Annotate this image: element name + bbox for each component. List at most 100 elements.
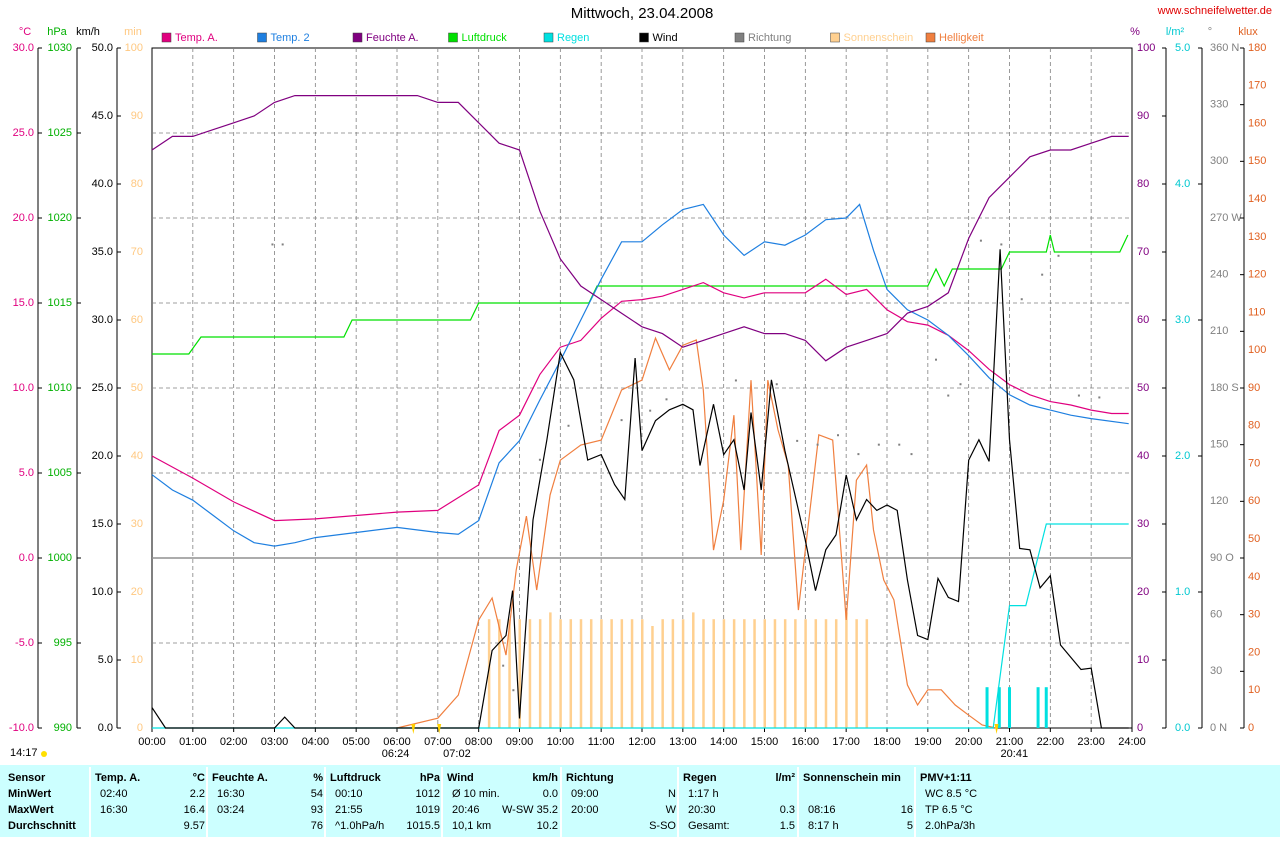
y-tick-label: 160: [1248, 117, 1266, 129]
x-tick-label: 23:00: [1077, 736, 1105, 748]
y-tick-label: 360 N: [1210, 42, 1239, 54]
y-tick-label: 25.0: [92, 382, 113, 394]
sunshine-bar: [743, 619, 746, 728]
direction-dot: [837, 434, 839, 437]
direction-dot: [877, 443, 880, 446]
direction-dot: [281, 243, 284, 246]
stats-cell: 20:30: [688, 804, 716, 816]
rain-bar: [1044, 687, 1048, 728]
stats-cell: 10.2: [537, 820, 558, 832]
stats-cell: Gesamt:: [688, 820, 730, 832]
legend-swatch: [257, 32, 267, 43]
direction-dot: [567, 424, 570, 427]
stats-cell: 54: [311, 788, 323, 800]
y-tick-label: 0.0: [98, 722, 113, 734]
sunshine-bar: [569, 619, 573, 728]
stats-cell: 20:00: [571, 804, 599, 816]
x-tick-label: 03:00: [261, 736, 289, 748]
y-tick-label: 20.0: [13, 212, 34, 224]
y-tick-label: 210: [1210, 325, 1228, 337]
stats-row-label: Sensor: [8, 772, 46, 784]
x-tick-label: 18:00: [873, 736, 901, 748]
sunshine-bar: [630, 619, 634, 728]
y-tick-label: 45.0: [92, 110, 113, 122]
x-tick-label: 17:00: [832, 736, 860, 748]
x-tick-label: 22:00: [1037, 736, 1065, 748]
direction-dot: [512, 689, 515, 692]
stats-header: Wind: [447, 772, 474, 784]
legend-swatch: [543, 32, 554, 43]
legend-label: Luftdruck: [462, 32, 508, 44]
x-tick-label: 09:00: [506, 736, 534, 748]
legend-label: Temp. A.: [175, 32, 218, 44]
y-tick-label: 15.0: [13, 297, 34, 309]
y-tick-label: 0.0: [1175, 722, 1190, 734]
stats-header: PMV+1:11: [920, 772, 972, 784]
direction-dot: [538, 458, 541, 461]
y-tick-label: 100: [1248, 344, 1266, 356]
direction-dot: [1057, 254, 1060, 257]
y-tick-label: 270 W: [1210, 212, 1242, 224]
sunshine-bar: [487, 619, 491, 728]
stats-cell: 10,1 km: [452, 820, 491, 832]
y-tick-label: 35.0: [92, 246, 113, 258]
series-line: [151, 203, 1129, 547]
direction-dot: [775, 383, 778, 386]
stats-unit: hPa: [420, 772, 441, 784]
x-tick-label: 00:00: [138, 736, 166, 748]
y-tick-label: 30: [1210, 665, 1222, 677]
sunshine-bar: [641, 619, 644, 728]
stats-row-label: MaxWert: [8, 804, 54, 816]
x-tick-label: 10:00: [547, 736, 575, 748]
stats-cell: TP 6.5 °C: [925, 804, 973, 816]
y-tick-label: 90: [1137, 110, 1149, 122]
direction-dot: [796, 439, 799, 442]
sunshine-bar: [865, 619, 869, 728]
y-tick-label: 30.0: [13, 42, 34, 54]
x-tick-label: 05:00: [342, 736, 370, 748]
y-tick-label: 10: [1137, 654, 1149, 666]
direction-dot: [947, 394, 950, 397]
stats-cell: 0.0: [543, 788, 558, 800]
sunshine-bar: [855, 619, 858, 728]
direction-dot: [1000, 243, 1003, 246]
y-tick-label: 70: [131, 246, 143, 258]
direction-dot: [1098, 396, 1101, 399]
y-tick-label: 130: [1248, 231, 1266, 243]
y-tick-label: 90: [131, 110, 143, 122]
rain-bar: [997, 687, 1001, 728]
direction-dot: [1041, 273, 1044, 276]
series-line: [151, 278, 1129, 522]
y-tick-label: 40: [1248, 571, 1260, 583]
stats-cell: 1015.5: [406, 820, 440, 832]
stats-cell: 1.5: [780, 820, 795, 832]
y-tick-label: 1020: [48, 212, 72, 224]
sunshine-bar: [661, 619, 664, 728]
direction-dot: [502, 664, 505, 667]
direction-dot: [935, 358, 937, 361]
stats-header: Sonnenschein min: [803, 772, 901, 784]
x-tick-label: 14:00: [710, 736, 738, 748]
y-tick-label: 100: [1137, 42, 1155, 54]
x-tick-label: 16:00: [792, 736, 820, 748]
sun-icon: [41, 751, 47, 757]
stats-cell: 1:17 h: [688, 788, 719, 800]
y-tick-label: 50: [1248, 533, 1260, 545]
y-tick-label: 995: [54, 637, 72, 649]
y-tick-label: 70: [1137, 246, 1149, 258]
sunshine-bar: [753, 619, 756, 728]
x-tick-label: 15:00: [751, 736, 779, 748]
y-tick-label: 20: [1137, 586, 1149, 598]
y-tick-label: 5.0: [98, 654, 113, 666]
x-tick-label: 11:00: [588, 736, 615, 748]
legend-label: Richtung: [748, 32, 791, 44]
stats-header: Feuchte A.: [212, 772, 268, 784]
legend-label: Feuchte A.: [366, 32, 419, 44]
y-tick-label: 10: [1248, 684, 1260, 696]
axis-unit: °: [1208, 26, 1212, 38]
legend-swatch: [352, 32, 363, 43]
legend-swatch: [925, 32, 936, 43]
sunshine-bar: [498, 619, 501, 728]
stats-header: Richtung: [566, 772, 614, 784]
